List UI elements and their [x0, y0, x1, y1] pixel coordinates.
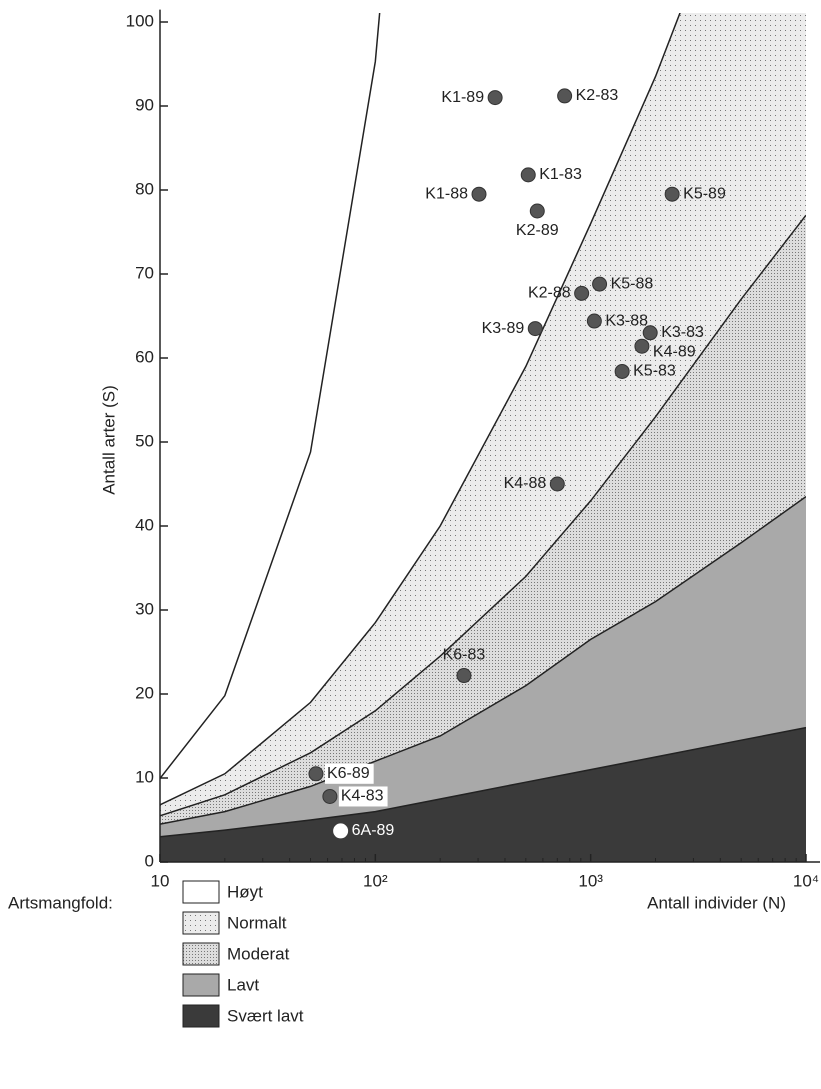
y-tick-label: 40	[135, 515, 154, 534]
y-axis-label: Antall arter (S)	[99, 385, 118, 495]
data-point	[642, 325, 658, 341]
legend-label: Høyt	[227, 882, 263, 901]
legend-label: Moderat	[227, 944, 290, 963]
point-label: K3-89	[482, 320, 525, 337]
x-tick-label: 10⁴	[793, 871, 819, 890]
point-label: K5-88	[611, 275, 654, 292]
region-texture	[160, 13, 806, 816]
point-label: K6-89	[327, 765, 370, 782]
label-background	[349, 820, 399, 841]
legend-swatch	[182, 880, 220, 904]
legend-title: Artsmangfold:	[8, 893, 113, 912]
legend-swatch	[182, 1004, 220, 1028]
legend-swatch	[182, 973, 220, 997]
data-point	[308, 766, 324, 782]
y-tick-label: 50	[135, 431, 154, 450]
point-label: K1-88	[425, 185, 468, 202]
data-point	[520, 167, 536, 183]
data-point	[471, 186, 487, 202]
point-label: K4-88	[504, 475, 547, 492]
x-tick-label: 10³	[578, 871, 603, 890]
point-label: K4-89	[653, 343, 696, 360]
y-tick-label: 60	[135, 347, 154, 366]
data-point	[527, 321, 543, 337]
region-area	[160, 13, 680, 805]
region-boundary	[160, 495, 806, 825]
data-point	[529, 203, 545, 219]
data-point	[586, 313, 602, 329]
y-tick-label: 0	[145, 851, 154, 870]
point-label: K2-83	[576, 87, 619, 104]
region-boundary	[160, 13, 681, 806]
point-label: 6A-89	[352, 822, 395, 839]
data-point	[549, 476, 565, 492]
point-label: K2-88	[528, 285, 571, 302]
region-area	[160, 496, 806, 837]
region-area	[160, 727, 806, 862]
data-point	[456, 668, 472, 684]
legend-texture	[182, 911, 220, 935]
x-axis-label: Antall individer (N)	[647, 893, 786, 912]
point-label: K5-83	[633, 363, 676, 380]
data-point	[487, 90, 503, 106]
legend-texture	[182, 942, 220, 966]
data-point	[634, 338, 650, 354]
region-texture	[160, 215, 806, 825]
point-label: K2-89	[516, 222, 559, 239]
label-background	[324, 763, 374, 784]
point-label: K4-83	[341, 788, 384, 805]
region-boundary	[160, 13, 381, 779]
data-point	[333, 823, 349, 839]
point-label: K1-89	[441, 89, 484, 106]
data-point	[592, 276, 608, 292]
region-boundary	[160, 726, 806, 838]
y-tick-label: 100	[126, 11, 154, 30]
legend-label: Svært lavt	[227, 1006, 304, 1025]
point-label: K6-83	[443, 647, 486, 664]
point-label: K5-89	[683, 185, 726, 202]
y-tick-label: 80	[135, 179, 154, 198]
x-tick-label: 10²	[363, 871, 388, 890]
point-label: K3-88	[605, 312, 648, 329]
label-background	[338, 786, 388, 807]
data-point	[574, 285, 590, 301]
data-point	[664, 186, 680, 202]
y-tick-label: 30	[135, 599, 154, 618]
point-label: K3-83	[661, 324, 704, 341]
data-point	[322, 788, 338, 804]
y-tick-label: 10	[135, 767, 154, 786]
x-tick-label: 10	[151, 871, 170, 890]
y-tick-label: 70	[135, 263, 154, 282]
y-tick-label: 20	[135, 683, 154, 702]
legend-label: Lavt	[227, 975, 259, 994]
data-point	[557, 88, 573, 104]
y-tick-label: 90	[135, 95, 154, 114]
data-point	[614, 363, 630, 379]
regions	[160, 13, 806, 862]
legend-label: Normalt	[227, 913, 287, 932]
region-boundary	[160, 214, 806, 817]
point-label: K1-83	[539, 166, 582, 183]
